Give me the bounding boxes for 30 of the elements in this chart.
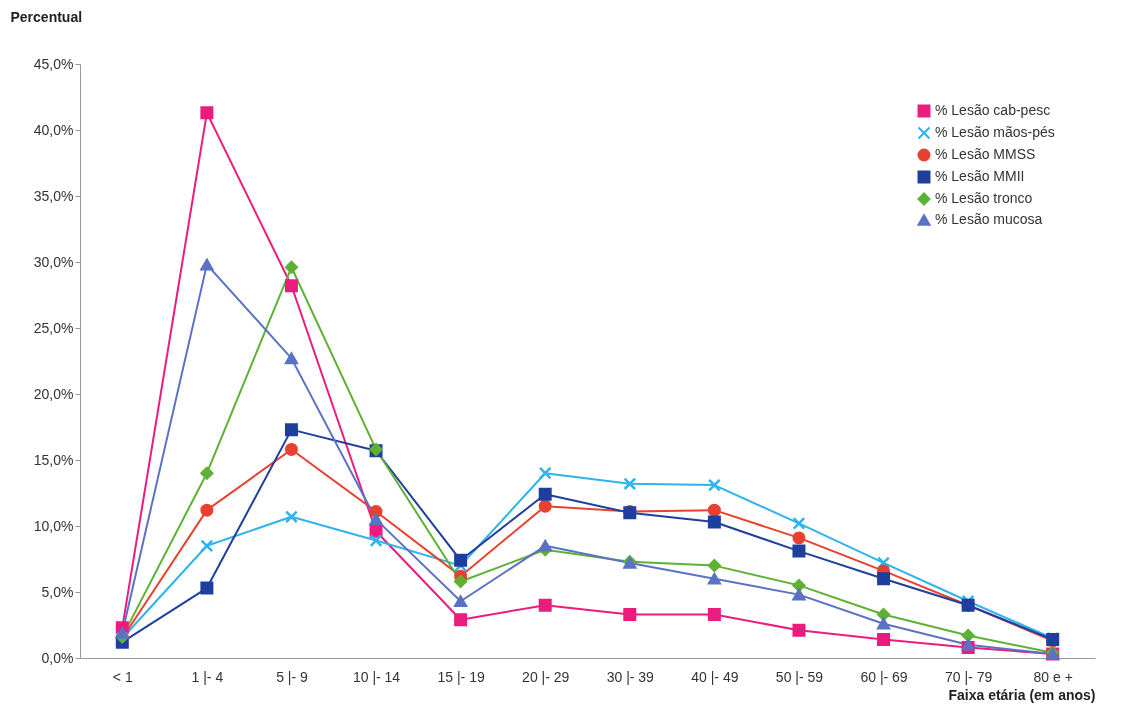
- y-axis-title: Percentual: [10, 8, 83, 25]
- legend-label: % Lesão MMSS: [935, 146, 1036, 162]
- x-tick-label: 5 |- 9: [276, 668, 308, 685]
- x-tick-label: 70 |- 79: [945, 668, 993, 685]
- x-tick-label: 30 |- 39: [606, 668, 655, 685]
- y-tick-label: 0,0%: [41, 649, 74, 666]
- legend-label: % Lesão cab-pesc: [935, 102, 1051, 118]
- y-tick-label: 5,0%: [41, 583, 74, 600]
- y-tick-label: 15,0%: [33, 451, 74, 468]
- x-tick-label: 60 |- 69: [860, 668, 908, 685]
- x-axis-title: Faixa etária (em anos): [948, 686, 1096, 703]
- x-tick-label: 50 |- 59: [775, 668, 824, 685]
- x-tick-label: < 1: [112, 668, 133, 685]
- y-tick-label: 35,0%: [33, 187, 74, 204]
- x-tick-label: 80 e +: [1033, 668, 1073, 685]
- legend-label: % Lesão MMII: [935, 168, 1025, 184]
- legend-label: % Lesão mãos-pés: [935, 124, 1055, 140]
- x-tick-label: 10 |- 14: [352, 668, 401, 685]
- y-tick-label: 30,0%: [33, 253, 74, 270]
- y-tick-label: 20,0%: [33, 385, 74, 402]
- x-tick-label: 20 |- 29: [522, 668, 570, 685]
- y-tick-label: 40,0%: [33, 121, 74, 138]
- y-tick-label: 10,0%: [33, 517, 74, 534]
- legend-label: % Lesão mucosa: [935, 211, 1043, 227]
- x-tick-label: 1 |- 4: [191, 668, 224, 685]
- y-tick-label: 25,0%: [33, 319, 74, 336]
- x-tick-label: 15 |- 19: [437, 668, 485, 685]
- x-tick-label: 40 |- 49: [691, 668, 739, 685]
- y-tick-label: 45,0%: [33, 55, 74, 72]
- legend-label: % Lesão tronco: [935, 190, 1033, 206]
